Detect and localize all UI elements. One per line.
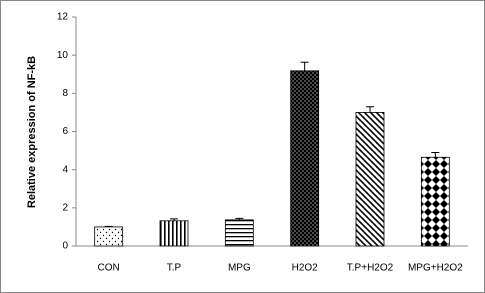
- bar: [94, 226, 124, 247]
- bar: [355, 112, 385, 247]
- y-tick-label: 2: [62, 202, 68, 213]
- bar: [159, 220, 189, 247]
- y-tick-label: 8: [62, 88, 68, 99]
- y-tick-label: 12: [57, 12, 69, 23]
- y-tick-label: 10: [57, 50, 69, 61]
- y-tick-label: 0: [62, 241, 68, 252]
- error-bar: [431, 151, 440, 158]
- error-bar: [235, 217, 244, 220]
- error-bar: [104, 225, 113, 227]
- bar: [290, 70, 320, 247]
- x-tick-label: MPG+H2O2: [408, 263, 463, 274]
- y-axis-label: Relative expression of NF-kB: [26, 56, 38, 208]
- error-bar: [300, 61, 309, 71]
- x-tick-label: H2O2: [292, 263, 319, 274]
- x-tick-label: T.P+H2O2: [347, 263, 394, 274]
- error-bar: [366, 106, 374, 113]
- bar: [224, 219, 254, 247]
- x-tick-label: CON: [98, 263, 120, 274]
- error-bar: [170, 218, 178, 221]
- y-tick-label: 6: [62, 126, 68, 137]
- bar: [420, 156, 450, 247]
- x-tick-label: T.P: [167, 263, 182, 274]
- x-tick-label: MPG: [228, 263, 251, 274]
- y-tick-label: 4: [62, 164, 68, 175]
